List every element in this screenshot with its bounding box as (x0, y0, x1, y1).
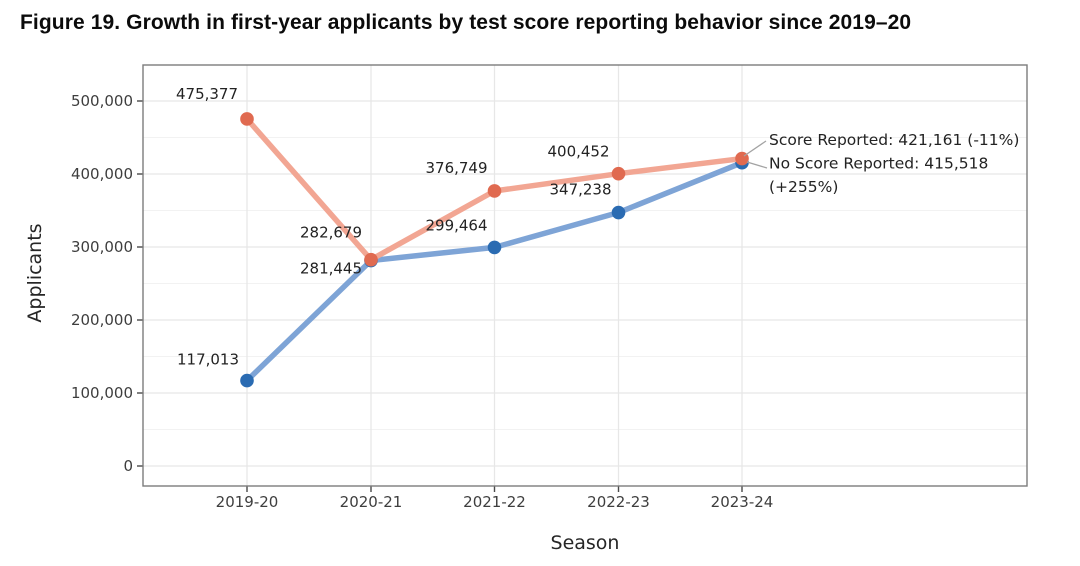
x-tick-label: 2022-23 (587, 493, 650, 511)
data-point (487, 240, 502, 255)
y-tick-label: 500,000 (71, 92, 133, 110)
y-axis-title: Applicants (24, 223, 46, 322)
annotation-text: (+255%) (769, 178, 838, 196)
figure-title: Figure 19. Growth in first-year applican… (20, 11, 912, 34)
x-axis-title: Season (551, 532, 620, 554)
data-point (240, 373, 254, 388)
x-tick-label: 2021-22 (463, 493, 526, 511)
data-label: 281,445 (300, 260, 362, 278)
y-tick-label: 300,000 (71, 238, 133, 256)
data-label: 400,452 (547, 143, 609, 161)
data-label: 376,749 (425, 159, 487, 177)
annotation-text: No Score Reported: 415,518 (769, 155, 988, 173)
y-tick-label: 400,000 (71, 165, 133, 183)
x-tick-label: 2023-24 (711, 493, 774, 511)
x-tick-label: 2020-21 (340, 493, 403, 511)
y-tick-label: 100,000 (71, 384, 133, 402)
data-point (240, 112, 254, 126)
data-point (611, 166, 626, 181)
annotation-text: Score Reported: 421,161 (-11%) (769, 131, 1019, 149)
data-point (611, 205, 626, 220)
data-label: 117,013 (177, 351, 239, 369)
y-tick-label: 200,000 (71, 311, 133, 329)
x-tick-label: 2019-20 (216, 493, 279, 511)
data-point (487, 184, 502, 198)
data-label: 299,464 (425, 216, 487, 234)
y-tick-label: 0 (123, 457, 133, 475)
data-label: 475,377 (176, 85, 238, 103)
data-label: 282,679 (300, 224, 362, 242)
panel-border (142, 64, 1028, 487)
data-label: 347,238 (549, 181, 611, 199)
data-point (364, 252, 378, 267)
annotation-leader-line (746, 161, 768, 169)
annotation-leader-line (743, 140, 767, 157)
